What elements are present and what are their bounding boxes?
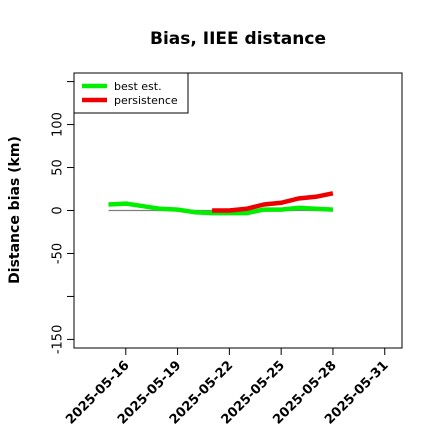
y-tick-label: 0 bbox=[51, 206, 66, 214]
y-axis-label: Distance bias (km) bbox=[7, 136, 23, 284]
y-tick-label: 100 bbox=[51, 112, 66, 137]
legend-label: best est. bbox=[114, 80, 162, 93]
y-tick-label: -150 bbox=[51, 325, 66, 355]
series-line-persistence bbox=[212, 191, 334, 213]
legend: best est.persistence bbox=[73, 72, 189, 114]
y-tick-label: 50 bbox=[51, 159, 66, 176]
chart-title: Bias, IIEE distance bbox=[150, 29, 326, 49]
series-layer bbox=[108, 191, 334, 216]
legend-label: persistence bbox=[114, 94, 178, 107]
legend-box bbox=[73, 72, 189, 114]
series-line-best-est bbox=[108, 201, 334, 216]
y-tick-label: -50 bbox=[51, 243, 66, 264]
axes: -150-500501002025-05-162025-05-192025-05… bbox=[51, 72, 403, 428]
